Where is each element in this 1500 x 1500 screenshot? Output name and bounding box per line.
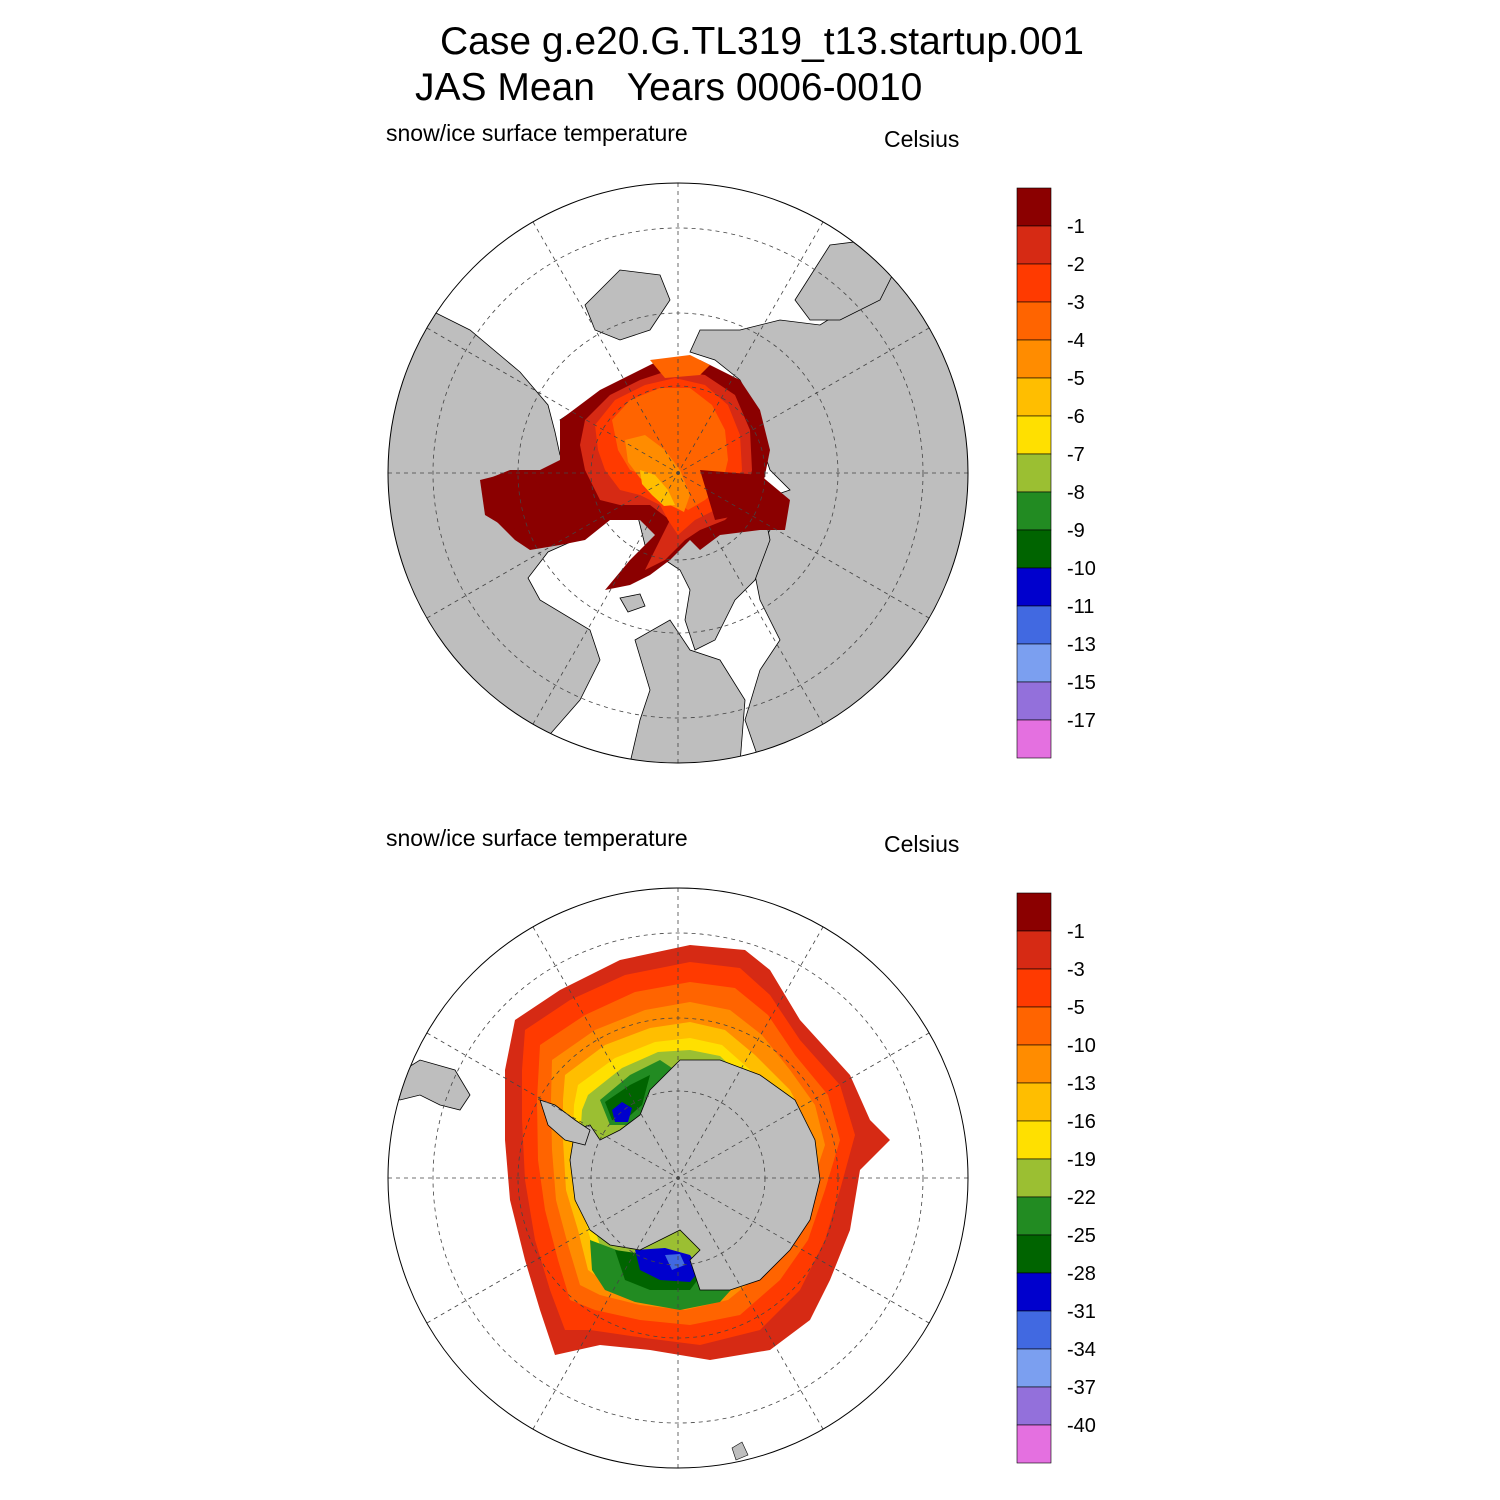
nh-colorbar-label: -10	[1067, 558, 1096, 580]
sh-colorbar-swatch	[1016, 1386, 1052, 1426]
sh-colorbar-swatch	[1016, 892, 1052, 932]
sh-colorbar-label: -16	[1067, 1111, 1096, 1133]
nh-colorbar-swatch	[1016, 567, 1052, 607]
nh-colorbar-label: -17	[1067, 710, 1096, 732]
sh-land-peninsula	[539, 1099, 591, 1146]
nh-colorbar-swatch	[1016, 377, 1052, 417]
nh-colorbar-label: -4	[1067, 330, 1085, 352]
nh-graticule	[388, 183, 968, 763]
sh-colorbar-swatch	[1016, 930, 1052, 970]
nh-ice-band-amber	[625, 435, 690, 512]
sh-colorbar-swatch	[1016, 1196, 1052, 1236]
nh-colorbar-swatch	[1016, 263, 1052, 303]
sh-colorbar: -1 -3 -5 -10 -13 -16 -19 -22 -25 -28 -31 -34 -37 -40	[1016, 892, 1096, 1464]
nh-colorbar-swatch	[1016, 681, 1052, 721]
nh-field-label: snow/ice surface temperature	[386, 120, 688, 146]
nh-colorbar-swatch	[1016, 187, 1052, 227]
nh-colorbar-swatch	[1016, 719, 1052, 759]
sh-colorbar-swatch	[1016, 1234, 1052, 1274]
sh-ice-band-10	[612, 1102, 632, 1122]
nh-colorbar-swatch	[1016, 339, 1052, 379]
nh-colorbar: -1 -2 -3 -4 -5 -6 -7 -8 -9 -10 -11 -13 -15 -17	[1016, 187, 1096, 759]
sh-colorbar-label: -22	[1067, 1187, 1096, 1209]
nh-colorbar-label: -2	[1067, 254, 1085, 276]
sh-colorbar-swatch	[1016, 1310, 1052, 1350]
nh-sea-ice	[480, 355, 790, 590]
sh-field-label: snow/ice surface temperature	[386, 825, 688, 851]
nh-colorbar-swatch	[1016, 301, 1052, 341]
sh-colorbar-label: -25	[1067, 1225, 1096, 1247]
nh-ice-band-orange	[612, 388, 728, 510]
nh-colorbar-label: -15	[1067, 672, 1096, 694]
nh-colorbar-label: -8	[1067, 482, 1085, 504]
nh-colorbar-swatch	[1016, 415, 1052, 455]
nh-colorbar-swatch	[1016, 529, 1052, 569]
nh-colorbar-label: -5	[1067, 368, 1085, 390]
nh-colorbar-label: -3	[1067, 292, 1085, 314]
sh-colorbar-swatch	[1016, 1120, 1052, 1160]
sh-ice-band-14	[665, 1254, 685, 1270]
nh-colorbar-label: -1	[1067, 216, 1085, 238]
sh-colorbar-swatch	[1016, 1158, 1052, 1198]
nh-colorbar-label: -7	[1067, 444, 1085, 466]
sh-graticule	[388, 888, 968, 1468]
nh-colorbar-swatch	[1016, 453, 1052, 493]
nh-colorbar-label: -11	[1067, 596, 1094, 618]
nh-units-label: Celsius	[884, 126, 960, 152]
sh-colorbar-label: -3	[1067, 959, 1085, 981]
sh-land-antarctica	[569, 1059, 821, 1291]
sh-colorbar-label: -37	[1067, 1377, 1096, 1399]
figure-title-line2: JAS Mean Years 0006-0010	[415, 66, 923, 109]
nh-ice-band-gold	[640, 470, 675, 506]
north-polar-map	[387, 182, 969, 764]
sh-colorbar-swatch	[1016, 1272, 1052, 1312]
sh-ice-band-13	[635, 1248, 700, 1282]
sh-colorbar-label: -31	[1067, 1301, 1096, 1323]
sh-units-label: Celsius	[884, 831, 960, 857]
sh-colorbar-label: -19	[1067, 1149, 1096, 1171]
nh-colorbar-label: -13	[1067, 634, 1096, 656]
sh-colorbar-label: -28	[1067, 1263, 1096, 1285]
sh-colorbar-swatch	[1016, 1082, 1052, 1122]
south-polar-map	[387, 887, 969, 1469]
nh-colorbar-swatch	[1016, 605, 1052, 645]
sh-colorbar-swatch	[1016, 1044, 1052, 1084]
sh-colorbar-swatch	[1016, 1006, 1052, 1046]
sh-colorbar-swatch	[1016, 1424, 1052, 1464]
nh-colorbar-swatch	[1016, 225, 1052, 265]
nh-colorbar-label: -6	[1067, 406, 1085, 428]
sh-colorbar-swatch	[1016, 968, 1052, 1008]
sh-colorbar-label: -5	[1067, 997, 1085, 1019]
sh-colorbar-swatch	[1016, 1348, 1052, 1388]
nh-colorbar-swatch	[1016, 491, 1052, 531]
sh-colorbar-label: -10	[1067, 1035, 1096, 1057]
sh-colorbar-label: -40	[1067, 1415, 1096, 1437]
nh-colorbar-swatch	[1016, 643, 1052, 683]
sh-colorbar-label: -34	[1067, 1339, 1096, 1361]
figure-title-line1: Case g.e20.G.TL319_t13.startup.001	[440, 20, 1084, 63]
sh-colorbar-label: -13	[1067, 1073, 1096, 1095]
sh-colorbar-label: -1	[1067, 921, 1085, 943]
nh-colorbar-label: -9	[1067, 520, 1085, 542]
